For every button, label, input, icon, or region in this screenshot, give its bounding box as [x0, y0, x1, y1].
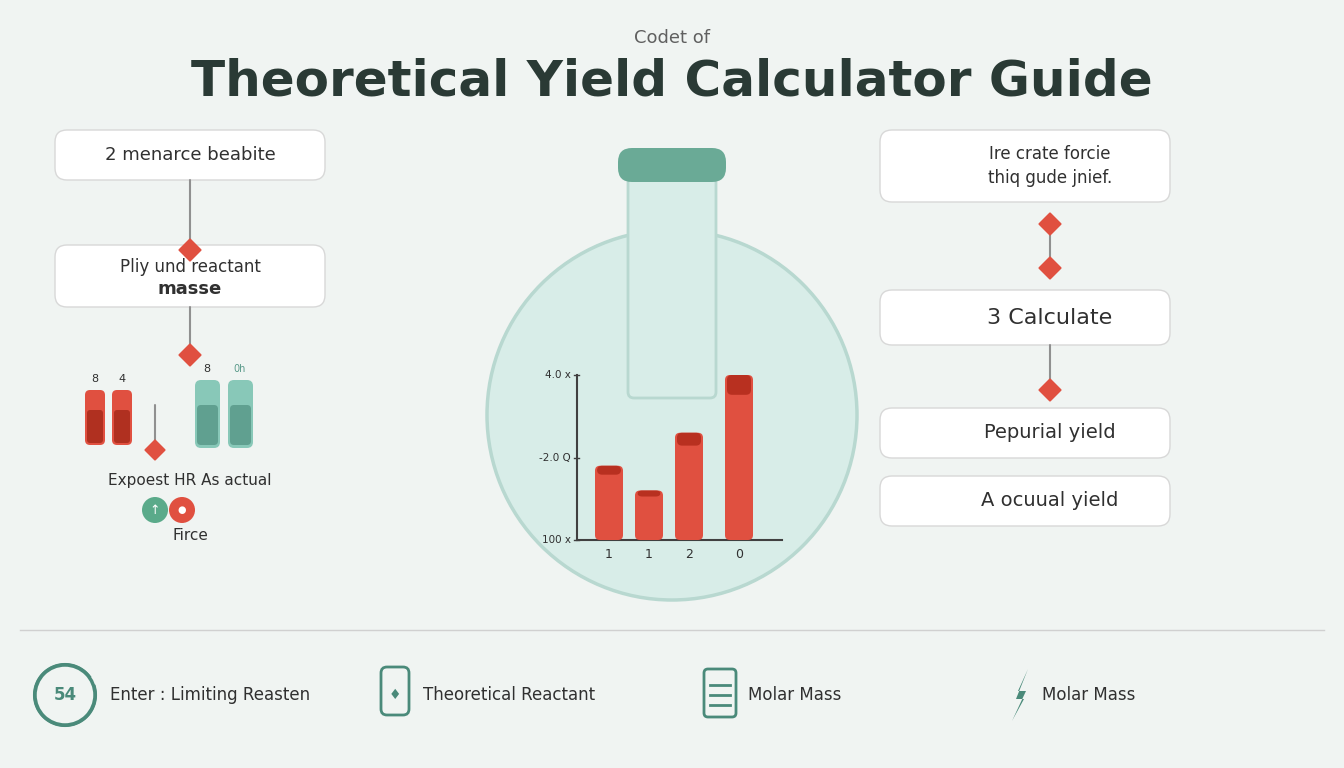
FancyBboxPatch shape: [618, 148, 726, 182]
Text: Expoest HR As actual: Expoest HR As actual: [109, 472, 271, 488]
Text: Ire crate forcie: Ire crate forcie: [989, 145, 1110, 163]
Text: Molar Mass: Molar Mass: [749, 686, 841, 704]
FancyBboxPatch shape: [198, 405, 218, 445]
FancyBboxPatch shape: [880, 290, 1171, 345]
Text: 1: 1: [645, 548, 653, 561]
Polygon shape: [1039, 379, 1060, 401]
Text: 54: 54: [54, 686, 77, 704]
FancyBboxPatch shape: [724, 375, 753, 540]
FancyBboxPatch shape: [195, 380, 220, 448]
FancyBboxPatch shape: [87, 410, 103, 443]
FancyBboxPatch shape: [727, 375, 751, 395]
Text: 4.0 x: 4.0 x: [546, 370, 571, 380]
FancyBboxPatch shape: [597, 465, 621, 475]
Text: 8: 8: [91, 374, 98, 384]
FancyBboxPatch shape: [55, 245, 325, 307]
Text: masse: masse: [157, 280, 222, 298]
FancyBboxPatch shape: [677, 432, 702, 445]
FancyBboxPatch shape: [880, 476, 1171, 526]
Text: ♦: ♦: [388, 688, 402, 702]
FancyBboxPatch shape: [880, 130, 1171, 202]
Text: -2.0 Q: -2.0 Q: [539, 452, 571, 462]
Ellipse shape: [487, 230, 857, 600]
Text: A ocuual yield: A ocuual yield: [981, 492, 1118, 511]
FancyBboxPatch shape: [675, 432, 703, 540]
Polygon shape: [179, 344, 202, 366]
Circle shape: [169, 497, 195, 523]
Text: Theoretical Yield Calculator Guide: Theoretical Yield Calculator Guide: [191, 58, 1153, 106]
Text: 4: 4: [118, 374, 125, 384]
Text: Enter : Limiting Reasten: Enter : Limiting Reasten: [110, 686, 310, 704]
Polygon shape: [179, 239, 202, 261]
Text: Pliy und reactant: Pliy und reactant: [120, 258, 261, 276]
Text: Pepurial yield: Pepurial yield: [984, 423, 1116, 442]
Text: 8: 8: [203, 364, 211, 374]
Polygon shape: [1039, 257, 1060, 279]
Text: ●: ●: [177, 505, 187, 515]
Text: 2 menarce beabite: 2 menarce beabite: [105, 146, 276, 164]
FancyBboxPatch shape: [637, 491, 661, 496]
Text: Codet of: Codet of: [634, 29, 710, 47]
Text: 3 Calculate: 3 Calculate: [988, 308, 1113, 328]
Text: Molar Mass: Molar Mass: [1042, 686, 1136, 704]
FancyBboxPatch shape: [230, 405, 251, 445]
Polygon shape: [1039, 213, 1060, 235]
Text: Theoretical Reactant: Theoretical Reactant: [423, 686, 595, 704]
FancyBboxPatch shape: [114, 410, 130, 443]
FancyBboxPatch shape: [628, 158, 716, 398]
Text: ↑: ↑: [149, 504, 160, 517]
FancyBboxPatch shape: [880, 408, 1171, 458]
FancyBboxPatch shape: [112, 390, 132, 445]
Circle shape: [142, 497, 168, 523]
Polygon shape: [145, 440, 165, 460]
Text: 0h: 0h: [234, 364, 246, 374]
Text: thiq gude jnief.: thiq gude jnief.: [988, 169, 1111, 187]
Polygon shape: [1012, 669, 1028, 721]
Text: Firce: Firce: [172, 528, 208, 542]
Text: 0: 0: [735, 548, 743, 561]
FancyBboxPatch shape: [55, 130, 325, 180]
Text: 2: 2: [685, 548, 694, 561]
Text: 100 x: 100 x: [542, 535, 571, 545]
Text: 1: 1: [605, 548, 613, 561]
FancyBboxPatch shape: [85, 390, 105, 445]
FancyBboxPatch shape: [228, 380, 253, 448]
FancyBboxPatch shape: [634, 491, 663, 540]
FancyBboxPatch shape: [595, 465, 624, 540]
